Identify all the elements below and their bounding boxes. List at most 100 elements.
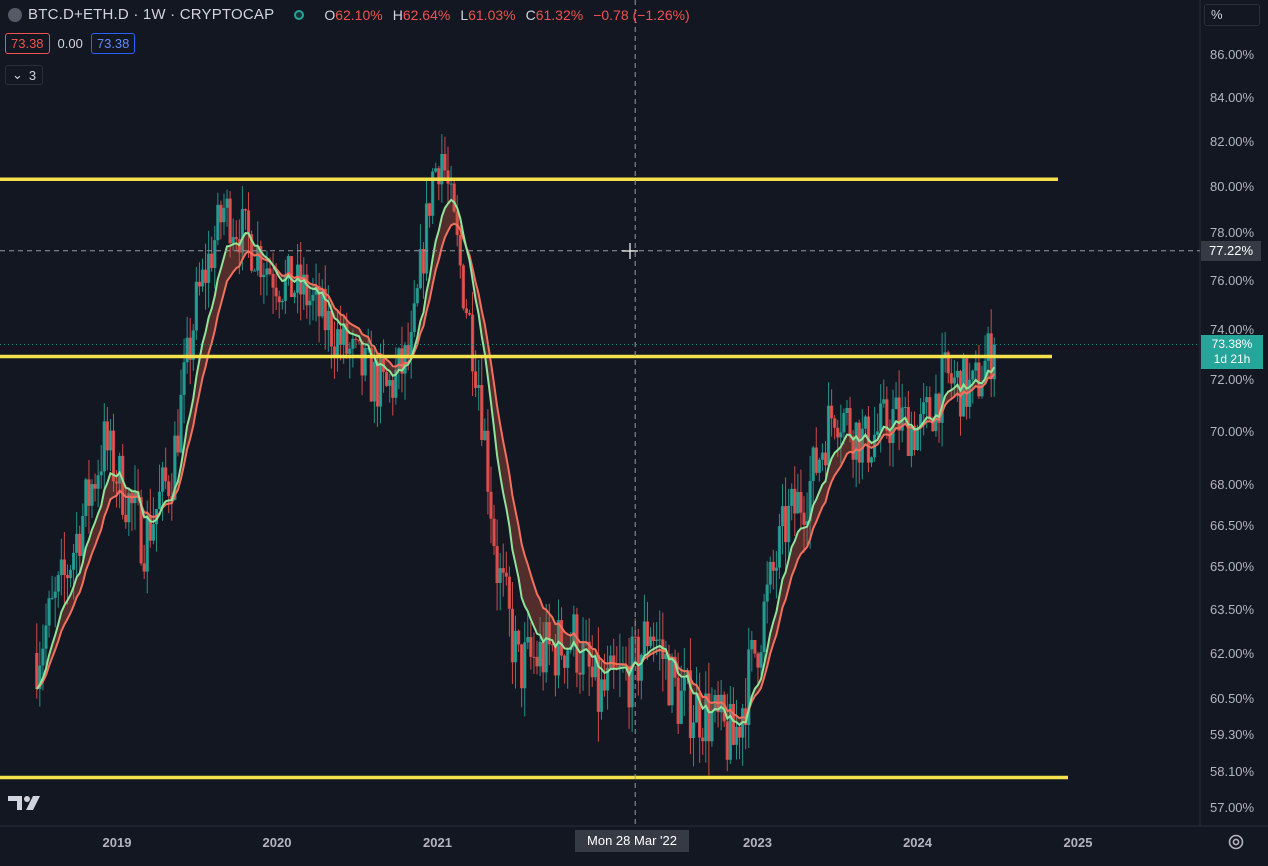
candle-body: [378, 358, 383, 407]
candle-body: [87, 479, 91, 506]
candle-body: [937, 393, 941, 423]
candle-body: [443, 153, 447, 171]
candle-body: [903, 407, 907, 409]
candle-body: [992, 344, 996, 380]
candle-body: [750, 639, 754, 650]
candle-body: [710, 711, 714, 742]
candle-body: [685, 670, 689, 678]
time-axis[interactable]: 2019 2020 2021 2023 2024 2025: [103, 835, 1093, 850]
candle-body: [474, 371, 478, 388]
candle-body: [544, 622, 548, 673]
candle-body: [369, 347, 373, 402]
candle-body: [725, 721, 729, 760]
candle-body: [762, 601, 766, 653]
candle-body: [197, 281, 202, 287]
candle-body: [366, 347, 370, 349]
candle-body: [283, 274, 287, 301]
candle-body: [191, 330, 195, 360]
gear-icon[interactable]: [1226, 832, 1246, 852]
candle-body: [667, 653, 671, 706]
candle-body: [360, 341, 364, 376]
symbol-logo-icon: [8, 7, 22, 22]
x-tick-label: 2024: [903, 835, 933, 850]
chevron-down-icon: ⌄: [12, 67, 23, 82]
candle-body: [698, 693, 702, 738]
ohlc-values: O62.10% H62.64% L61.03% C61.32% −0.78 (−…: [324, 7, 689, 23]
close-value: 61.32%: [535, 6, 584, 23]
crosshair-date-label: Mon 28 Mar '22: [575, 830, 689, 852]
candle-body: [753, 639, 757, 654]
candle-body: [952, 377, 956, 384]
candle-body: [78, 533, 82, 557]
candle-body: [882, 399, 886, 404]
candle-body: [934, 393, 938, 432]
y-tick-label: 72.00%: [1210, 372, 1255, 387]
candle-body: [105, 421, 109, 451]
scale-mode-button[interactable]: %: [1204, 4, 1260, 26]
candle-body: [986, 333, 990, 361]
candle-body: [280, 300, 284, 303]
candle-body: [774, 567, 778, 571]
candle-body: [188, 337, 192, 360]
sell-button[interactable]: 73.38: [5, 33, 50, 54]
candle-body: [194, 281, 198, 331]
candle-body: [922, 402, 926, 415]
candle-body: [173, 435, 177, 500]
candle-body: [317, 285, 321, 317]
candle-body: [308, 300, 312, 306]
candle-body: [415, 288, 419, 304]
candle-body: [231, 237, 235, 244]
candle-body: [409, 332, 413, 359]
candle-body: [682, 677, 686, 691]
candle-body: [851, 436, 855, 460]
candle-body: [38, 665, 42, 689]
candle-body: [737, 726, 742, 738]
candle-body: [434, 168, 438, 172]
candle-body: [265, 268, 269, 275]
candle-body: [814, 447, 818, 473]
last-price-value: 73.38%: [1211, 337, 1253, 351]
candle-body: [805, 521, 809, 525]
candle-body: [240, 209, 244, 253]
tradingview-logo-icon[interactable]: [8, 794, 44, 812]
candle-body: [400, 348, 404, 374]
candle-body: [965, 358, 969, 407]
candle-body: [928, 397, 932, 420]
candle-body: [354, 338, 358, 340]
horizontal-levels[interactable]: [0, 177, 1068, 780]
candle-body: [47, 598, 51, 626]
y-tick-label: 65.00%: [1210, 559, 1255, 574]
candle-body: [111, 430, 116, 482]
candle-body: [332, 346, 337, 357]
open-key: O: [324, 6, 336, 23]
price-axis[interactable]: 86.00% 84.00% 82.00% 80.00% 78.00% 76.00% 74.0…: [1210, 47, 1255, 815]
candle-body: [253, 270, 257, 272]
candle-body: [452, 183, 456, 212]
candle-body: [418, 249, 422, 289]
candle-body: [885, 399, 889, 431]
candle-body: [203, 269, 208, 283]
candle-body: [363, 348, 367, 376]
candle-body: [845, 408, 849, 414]
market-status-icon[interactable]: [294, 9, 305, 20]
candle-body: [854, 422, 858, 460]
candle-body: [520, 644, 524, 689]
candle-body: [563, 655, 567, 668]
indicators-toggle[interactable]: ⌄ 3: [5, 65, 44, 85]
candle-body: [498, 568, 502, 583]
candle-body: [148, 515, 152, 541]
candle-body: [486, 430, 490, 492]
x-tick-label: 2021: [423, 835, 452, 850]
candle-body: [863, 416, 867, 429]
candle-body: [566, 650, 570, 668]
candle-body: [532, 656, 536, 658]
candle-body: [277, 296, 281, 303]
candle-body: [612, 655, 616, 669]
buy-button[interactable]: 73.38: [90, 33, 136, 54]
candle-body: [919, 414, 923, 428]
y-tick-label: 63.50%: [1210, 602, 1255, 617]
symbol-title[interactable]: BTC.D+ETH.D · 1W · CRYPTOCAP: [28, 6, 275, 23]
legend-header: BTC.D+ETH.D · 1W · CRYPTOCAP O62.10% H62…: [8, 6, 690, 23]
candle-body: [559, 620, 564, 656]
